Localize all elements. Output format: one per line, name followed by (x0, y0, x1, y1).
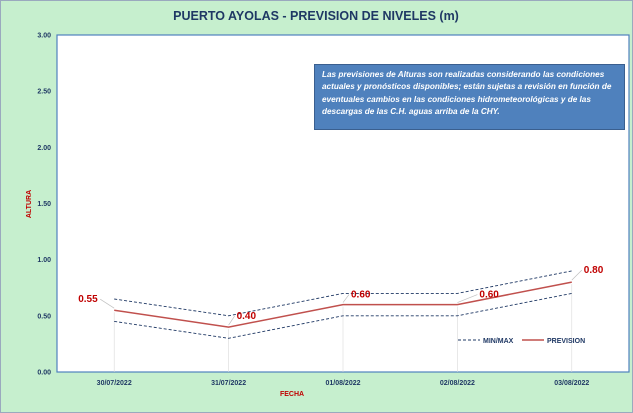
data-labels: 0.55 0.40 0.60 0.60 0.80 (78, 265, 604, 322)
forecast-note: Las previsiones de Alturas son realizada… (314, 64, 625, 130)
legend-prevision-label: PREVISION (547, 338, 585, 345)
y-tick-label: 1.50 (37, 201, 51, 208)
x-axis-title: FECHA (280, 391, 304, 398)
x-tick-label: 02/08/2022 (440, 380, 475, 387)
legend: MIN/MAX PREVISION (458, 338, 585, 345)
series-line-minmax-max (114, 270, 572, 317)
y-axis-title: ALTURA (26, 190, 33, 218)
data-label-leader (100, 298, 115, 309)
chart-title: PUERTO AYOLAS - PREVISION DE NIVELES (m) (173, 9, 459, 23)
data-label-leader (342, 294, 350, 303)
series-line-prevision (114, 281, 572, 328)
y-tick-label: 2.50 (37, 89, 51, 96)
data-label-prevision: 0.55 (78, 294, 98, 305)
data-label-leader (571, 269, 583, 281)
y-tick-label: 0.00 (37, 370, 51, 377)
y-tick-label: 1.00 (37, 257, 51, 264)
x-axis-ticks: 30/07/2022 31/07/2022 01/08/2022 02/08/2022… (97, 380, 590, 387)
x-tick-label: 30/07/2022 (97, 380, 132, 387)
x-tick-label: 03/08/2022 (554, 380, 589, 387)
y-axis-ticks: 0.00 0.50 1.00 1.50 2.00 2.50 3.00 (37, 33, 51, 377)
data-label-prevision: 0.60 (351, 290, 371, 301)
data-label-leader (457, 294, 478, 303)
label-leader-lines (100, 269, 583, 372)
y-tick-label: 2.00 (37, 145, 51, 152)
data-label-leader (228, 315, 235, 326)
x-tick-label: 31/07/2022 (211, 380, 246, 387)
data-label-prevision: 0.40 (237, 311, 257, 322)
series-line-minmax-min (114, 292, 572, 339)
x-tick-label: 01/08/2022 (325, 380, 360, 387)
data-label-prevision: 0.60 (479, 290, 499, 301)
y-tick-label: 0.50 (37, 313, 51, 320)
legend-minmax-label: MIN/MAX (483, 338, 514, 345)
y-tick-label: 3.00 (37, 33, 51, 40)
series-lines (114, 270, 572, 339)
data-label-prevision: 0.80 (584, 265, 604, 276)
